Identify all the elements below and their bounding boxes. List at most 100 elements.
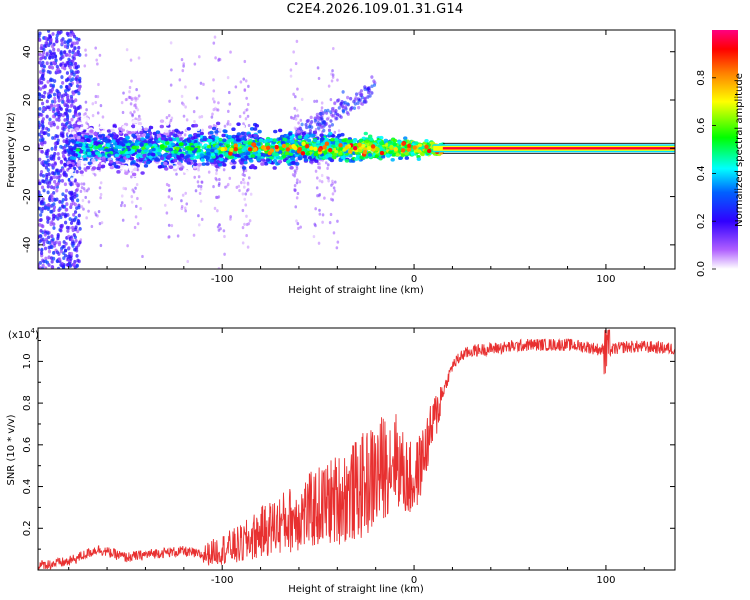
spectrogram-cell	[41, 60, 45, 65]
spectrogram-cell	[218, 177, 221, 182]
colorbar: 0.0 0.2 0.4 0.6 0.8 Normalized spectral ampl…	[696, 30, 745, 277]
spectrogram-cell	[68, 108, 72, 113]
spectrogram-cell	[338, 143, 343, 148]
spectrogram-cell	[76, 64, 80, 69]
spectrogram-cell	[56, 48, 61, 52]
spectrogram-y-tick-label: 40	[22, 45, 33, 58]
spectrogram-cell	[66, 42, 70, 47]
spectrogram-cell	[56, 152, 60, 156]
spectrogram-cell	[64, 173, 68, 178]
spectrogram-cell	[404, 151, 409, 156]
spectrogram-cell	[213, 35, 217, 39]
snr-x-tick-label: 100	[596, 575, 615, 586]
spectrogram-cell	[72, 56, 76, 61]
spectrogram-cell	[60, 38, 64, 43]
spectrogram-cell	[101, 115, 105, 119]
spectrogram-cell	[388, 150, 393, 155]
spectrogram-cell	[62, 240, 66, 244]
spectrogram-cell	[356, 154, 361, 159]
spectrogram-cell	[185, 202, 189, 206]
spectrogram-cell	[294, 61, 298, 66]
spectrogram-cell	[392, 152, 397, 157]
spectrogram-cell	[91, 158, 96, 163]
spectrogram-cell	[168, 137, 173, 142]
spectrogram-cell	[352, 139, 357, 144]
spectrogram-cell	[330, 79, 334, 83]
spectrogram-cell	[72, 166, 77, 171]
spectrogram-cell	[193, 162, 198, 167]
spectrogram-cell	[48, 65, 52, 69]
spectrogram-cell	[66, 254, 70, 259]
spectrogram-x-tick-label: 100	[596, 274, 615, 285]
spectrogram-cell	[78, 114, 81, 119]
spectrogram-cell	[314, 224, 317, 228]
spectrogram-cell	[135, 182, 139, 187]
spectrogram-cell	[151, 147, 156, 152]
spectrogram-cell	[50, 259, 54, 264]
snr-y-tick-label: 0.8	[22, 395, 33, 411]
spectrogram-cell	[184, 85, 187, 89]
spectrogram-cell	[52, 47, 56, 52]
spectrogram-cell	[331, 46, 335, 51]
spectrogram-cell	[167, 183, 171, 188]
spectrogram-cell	[242, 77, 246, 81]
snr-y-tick-label: 0.4	[22, 479, 33, 495]
spectrogram-cell	[253, 133, 258, 138]
spectrogram-cell	[230, 159, 236, 163]
spectrogram-cell	[335, 246, 339, 250]
spectrogram-cell	[313, 146, 318, 152]
spectrogram-cell	[228, 176, 232, 181]
spectrogram-cell	[42, 106, 46, 111]
spectrogram-cell	[114, 119, 119, 123]
spectrogram-cell	[59, 84, 63, 89]
spectrogram-cell	[357, 142, 362, 148]
spectrogram-cell	[125, 48, 129, 52]
spectrogram-cell	[116, 178, 122, 183]
spectrogram-cell	[81, 118, 86, 123]
spectrogram-cell	[129, 102, 133, 106]
spectrogram-cell	[131, 114, 134, 118]
spectrogram-cell	[103, 125, 108, 130]
spectrogram-cell	[128, 150, 133, 155]
spectrogram-cell	[59, 112, 63, 117]
spectrogram-cell	[327, 153, 333, 158]
spectrogram-cell	[317, 126, 321, 130]
spectrogram-cell	[334, 111, 338, 116]
spectrogram-cell	[45, 99, 49, 104]
spectrogram-cell	[50, 193, 54, 197]
spectrogram-cell	[297, 226, 300, 230]
spectrogram-cell	[172, 158, 178, 163]
spectrogram-cell	[184, 146, 190, 150]
spectrogram-cell	[242, 111, 246, 115]
spectrogram-cell	[113, 148, 119, 152]
spectrogram-cell	[67, 84, 71, 89]
spectrogram-cell	[335, 141, 340, 146]
spectrogram-cell	[128, 90, 131, 94]
spectrogram-cell	[297, 156, 302, 161]
spectrogram-cell	[133, 225, 137, 230]
spectrogram-cell	[292, 50, 295, 54]
spectrogram-cell	[227, 90, 231, 95]
spectrogram-cell	[56, 232, 60, 237]
spectrogram-cell	[295, 108, 299, 112]
spectrogram-cell	[200, 114, 204, 119]
spectrogram-cell	[84, 48, 87, 52]
spectrogram-cell	[130, 124, 136, 129]
spectrogram-cell	[262, 153, 267, 158]
spectrogram-cell	[233, 143, 238, 148]
spectrogram-cell	[53, 61, 57, 66]
spectrogram-cell	[197, 175, 201, 179]
spectrogram-cell	[159, 144, 165, 149]
spectrogram-cell	[363, 85, 367, 89]
spectrogram-cell	[50, 234, 54, 239]
spectrogram-cell	[246, 151, 251, 156]
spectrogram-cell	[96, 141, 101, 146]
spectrogram-cell	[210, 152, 216, 157]
spectrogram-cell	[309, 115, 313, 120]
spectrogram-cell	[81, 198, 85, 203]
spectrogram-cell	[76, 135, 81, 140]
spectrogram-cell	[62, 266, 66, 269]
spectrogram-cell	[241, 241, 245, 245]
spectrogram-cell	[214, 56, 217, 60]
spectrogram-cell	[359, 89, 364, 93]
